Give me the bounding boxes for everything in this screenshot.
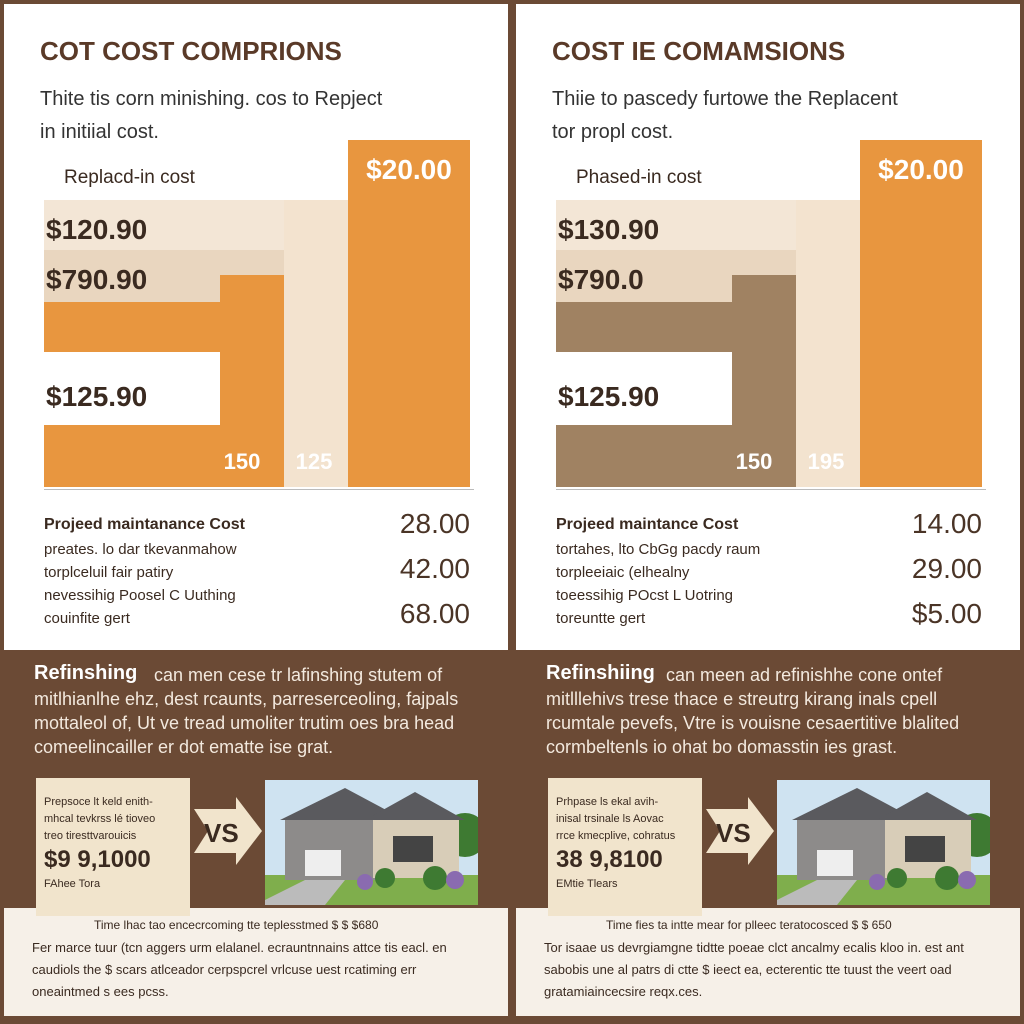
list-item: couinfite gert <box>44 610 130 627</box>
bar <box>348 140 470 487</box>
arrow-shape <box>706 797 774 865</box>
list-value: 42.00 <box>399 553 470 584</box>
list-item: torpleeiaic (elhealny <box>556 564 690 581</box>
vs: VS <box>204 818 239 848</box>
card-note: EMtie Tlears <box>556 878 618 890</box>
house-image <box>777 780 999 905</box>
paragraph-line: rcumtale pevefs, Vtre is vouisne cesaert… <box>546 713 960 733</box>
footer-line: sabobis une al patrs di ctte $ ieect ea,… <box>544 962 952 977</box>
footer-line: Time fies ta intte mear for plleec terat… <box>606 918 892 932</box>
subtitle: Thiie to pascedy furtowe the Replacent <box>552 88 898 110</box>
house <box>265 788 487 905</box>
paragraph-lead: Refinshiing <box>546 662 655 684</box>
list-item: nevessihig Poosel C Uuthing <box>44 587 236 604</box>
band-label: $125.90 <box>558 381 660 412</box>
card-price: 38 9,8100 <box>556 846 663 873</box>
list-item: torplceluil fair patiry <box>44 564 174 581</box>
house <box>777 788 999 905</box>
footer-line: Time lhac tao encecrcoming tte teplesstm… <box>94 918 379 932</box>
card <box>548 778 702 916</box>
house-image <box>265 780 487 905</box>
bottom-label: 150 <box>735 449 773 474</box>
card-line: inisal trsinale ls Aovac <box>556 813 664 825</box>
footer-line: Tor isaae us devrgiamgne tidtte poeae cl… <box>544 940 964 955</box>
bottom-label: 195 <box>807 449 845 474</box>
subtitle: in initiial cost. <box>40 121 159 143</box>
footer-line: oneaintmed s ees pcss. <box>32 984 169 999</box>
bar <box>220 275 284 487</box>
card-note: FAhee Tora <box>44 878 101 890</box>
paragraph-line: can meen ad refinishhe cone ontef <box>666 665 943 685</box>
bottom-label: 150 <box>223 449 261 474</box>
chart-label: Replacd-in cost <box>64 167 195 188</box>
paragraph-line: cormbeltenls io ohat bo domasstin ies gr… <box>546 737 898 757</box>
rule <box>556 489 986 490</box>
card-line: mhcal tevkrss lé tioveo <box>44 813 156 825</box>
arrow-shape <box>194 797 262 865</box>
band-label: $120.90 <box>46 214 148 245</box>
list-value: 28.00 <box>399 508 470 539</box>
top-label: $20.00 <box>878 154 964 185</box>
pale-column <box>796 200 860 487</box>
list-value: $5.00 <box>911 598 982 629</box>
list-value: 29.00 <box>911 553 982 584</box>
chart-label: Phased-in cost <box>576 167 702 188</box>
title: COT COST COMPRIONS <box>40 36 342 66</box>
paragraph-line: comeelincailler er dot ematte ise grat. <box>34 737 334 757</box>
top-label: $20.00 <box>366 154 452 185</box>
list-item: Projeed maintance Cost <box>556 516 739 533</box>
rule <box>44 489 474 490</box>
panel-foot <box>4 908 508 1016</box>
card-line: Prhpase ls ekal avih- <box>556 796 659 808</box>
card <box>36 778 190 916</box>
panel-foot <box>516 908 1020 1016</box>
bar <box>556 302 736 352</box>
paragraph-line: mottaleol of, Ut ve tread umoliter truti… <box>34 713 455 733</box>
vs-arrow <box>704 795 776 867</box>
paragraph-line: mitlllehivs trese thace e streutrg kiran… <box>546 689 938 709</box>
band-label: $790.0 <box>558 264 644 295</box>
card-line: Prepsoce lt keld enith- <box>44 796 153 808</box>
bar <box>44 302 224 352</box>
bar <box>860 140 982 487</box>
list-item: toreuntte gert <box>556 610 646 627</box>
card-line: treo tiresttvarouicis <box>44 830 137 842</box>
divider <box>510 0 514 1024</box>
paragraph-line: can men cese tr lafinshing stutem of <box>154 665 443 685</box>
list-item: Projeed maintanance Cost <box>44 516 245 533</box>
list-value: 14.00 <box>911 508 982 539</box>
footer-line: gratamiaincecsire reqx.ces. <box>544 984 703 999</box>
bottom-label: 125 <box>295 449 333 474</box>
paragraph-line: mitlhianlhe ehz, dest rcaunts, parreserc… <box>34 689 459 709</box>
list-item: preates. lo dar tkevanmahow <box>44 541 237 558</box>
card-line: rrce kmecplive, cohratus <box>556 830 676 842</box>
band-label: $125.90 <box>46 381 148 412</box>
list-item: tortahes, lto CbGg pacdy raum <box>556 541 761 558</box>
footer-line: Fer marce tuur (tcn aggers urm elalanel.… <box>32 940 447 955</box>
band-label: $130.90 <box>558 214 660 245</box>
vs: VS <box>716 818 751 848</box>
list-item: toeessihig POcst L Uotring <box>556 587 734 604</box>
list-value: 68.00 <box>399 598 470 629</box>
bar <box>732 275 796 487</box>
subtitle: tor propl cost. <box>552 121 674 143</box>
subtitle: Thite tis corn minishing. cos to Repject <box>40 88 383 110</box>
paragraph-lead: Refinshing <box>34 662 138 684</box>
band-label: $790.90 <box>46 264 148 295</box>
pale-column <box>284 200 348 487</box>
footer-line: caudiols the $ scars atlceador cerpspcre… <box>32 962 417 977</box>
vs-arrow <box>192 795 264 867</box>
card-price: $9 9,1000 <box>44 846 151 873</box>
title: COST IE COMAMSIONS <box>552 36 846 66</box>
